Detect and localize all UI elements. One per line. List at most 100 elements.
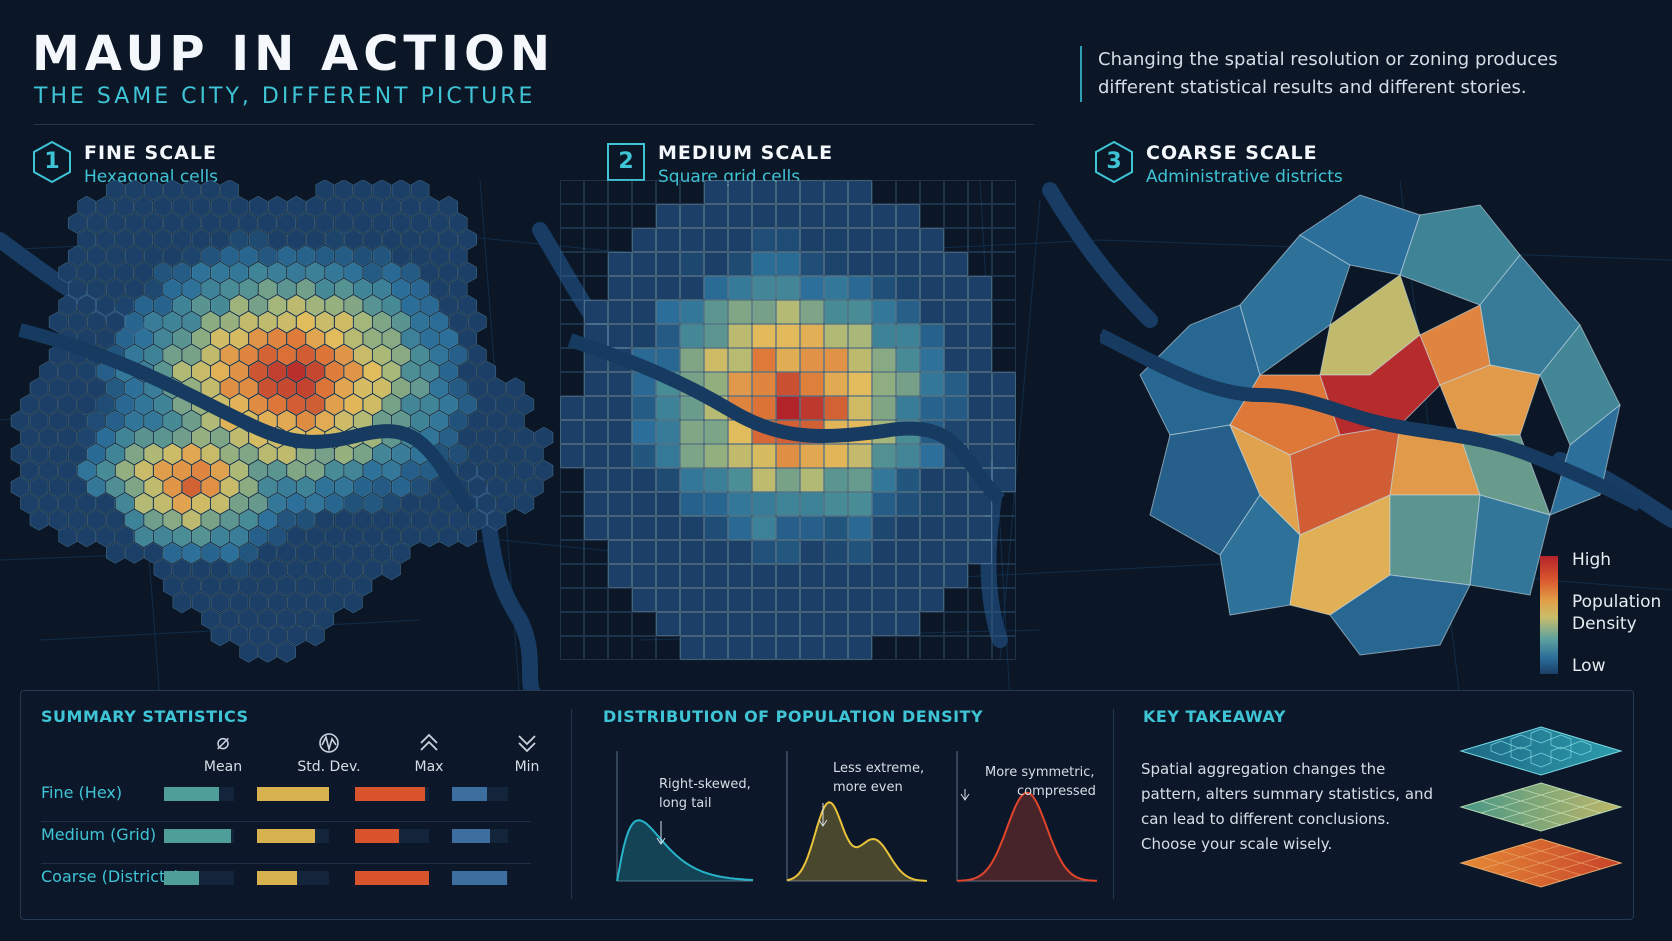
grid-cell [656,540,680,564]
grid-cell [752,588,776,612]
hex-cell [125,245,144,267]
grid-cell [632,468,656,492]
hex-cell [125,410,144,432]
grid-cell [944,300,968,324]
hex-cell [277,377,296,399]
hex-cell [325,327,344,350]
hex-cell [382,261,401,284]
hex-cell [515,426,535,449]
hex-cell [229,624,249,647]
hex-cell [420,261,439,284]
curve-line [786,801,928,882]
grid-cell [632,540,656,564]
legend-color-ramp [1540,556,1558,674]
hex-cell [172,360,192,383]
hex-cell [344,558,363,581]
hex-cell [287,459,306,482]
grid-cell-empty [920,612,944,636]
hex-cell [67,311,87,333]
hex-cell [125,311,144,333]
grid-cell [704,228,728,252]
hex-cell [39,393,58,416]
grid-cell [728,252,752,276]
grid-cell [632,588,656,612]
hex-cell [448,278,468,300]
hex-cell [229,360,249,383]
hex-cell [353,180,373,201]
hex-cell [239,311,258,333]
hex-cell [220,575,239,597]
hex-cell [334,344,354,366]
hex-cell [77,294,96,317]
hex-cell [363,261,382,284]
grid-cell-empty [992,636,1016,660]
grid-cell-empty [992,276,1016,300]
hex-cell [267,525,287,548]
hex-cell [191,558,211,581]
grid-cell [728,348,752,372]
grid-cell [728,300,752,324]
grid-cell [680,468,704,492]
grid-cell [944,372,968,396]
grid-cell [872,324,896,348]
hex-cell [258,575,277,597]
hex-cell [115,393,135,416]
hex-cell [372,542,392,564]
hex-cell [67,443,87,465]
hex-cell [353,476,373,498]
grid-cell-empty [608,180,632,204]
hex-cell [296,245,316,267]
hex-cell [334,245,354,267]
hex-cell [153,492,173,515]
hex-cell [191,492,211,515]
hex-cell [229,261,249,284]
grid-cell [608,564,632,588]
hex-cell [134,195,154,218]
grid-cell [776,348,800,372]
hex-cell [220,311,239,333]
grid-cell-empty [944,588,968,612]
grid-cell-empty [560,348,584,372]
grid-cell [776,204,800,228]
grid-cell [848,180,872,204]
hex-cell [363,195,382,218]
hex-cell [201,608,220,630]
distribution-title: DISTRIBUTION OF POPULATION DENSITY [603,707,984,726]
hex-cell [125,180,144,201]
hex-cell [468,443,487,465]
hex-cell [220,344,239,366]
hex-cell [429,278,449,300]
hex-cell [229,228,249,251]
hex-cell [96,228,115,251]
hex-cell [106,542,125,564]
hex-cell [67,377,87,399]
hex-cell [220,180,239,201]
hex-cell [248,492,268,515]
hex-cell [458,228,477,251]
grid-cell [896,372,920,396]
summary-title: SUMMARY STATISTICS [41,707,249,726]
grid-cell [728,444,752,468]
grid-cell-empty [944,228,968,252]
hex-cell [401,525,420,548]
hex-cell [77,261,96,284]
hex-cell [201,180,220,201]
hex-cell [325,261,344,284]
hex-cell [277,608,296,630]
hex-cell [496,426,516,449]
river [567,333,1006,505]
grid-cell [752,372,776,396]
hex-cell [372,377,392,399]
hex-cell [439,327,458,350]
hex-cell [134,327,154,350]
distribution-curves [616,751,1098,882]
hex-cell [172,228,192,251]
hex-cell [86,311,106,333]
hex-cell [391,180,411,201]
hex-cell [477,393,497,416]
hex-cell [391,542,411,564]
hex-cell [296,575,316,597]
hex-cell [29,509,49,531]
grid-cell [992,372,1016,396]
hex-cell [287,591,306,614]
